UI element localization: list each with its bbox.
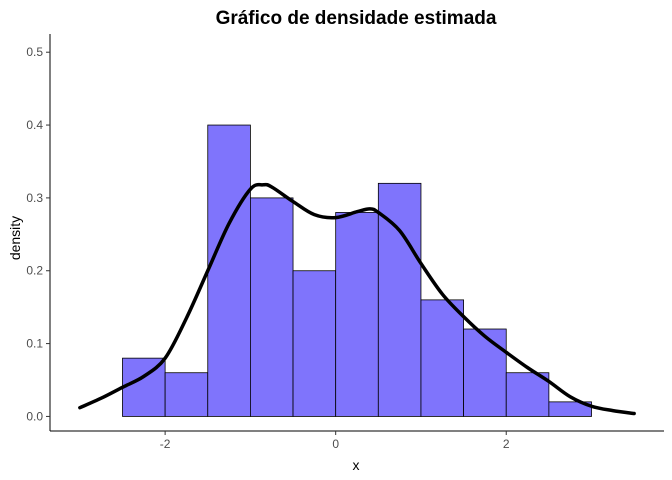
y-tick-label: 0.2 (26, 264, 43, 278)
histogram-bar (335, 212, 379, 417)
histogram-bar (207, 124, 251, 417)
histogram-bar (505, 372, 550, 417)
y-tick-label: 0.3 (26, 191, 43, 205)
histogram-bar (548, 401, 592, 417)
x-axis-ticks: -2 0 2 (160, 431, 510, 451)
y-tick-label: 0.1 (26, 337, 43, 351)
histogram-bar (420, 299, 464, 417)
histogram-bar (250, 197, 294, 417)
histogram-bars (122, 124, 592, 417)
x-tick-label: 2 (503, 437, 510, 451)
y-tick-label: 0.0 (26, 409, 43, 423)
y-axis-ticks: 0.0 0.1 0.2 0.3 0.4 0.5 (26, 45, 50, 423)
x-axis-title: x (353, 457, 360, 473)
histogram-bar (164, 372, 209, 417)
histogram-bar (377, 182, 422, 417)
x-tick-label: -2 (160, 437, 171, 451)
y-axis-title: density (7, 216, 23, 260)
y-tick-label: 0.5 (26, 45, 43, 59)
y-tick-label: 0.4 (26, 118, 43, 132)
chart-title: Gráfico de densidade estimada (216, 8, 497, 29)
x-tick-label: 0 (332, 437, 339, 451)
histogram-bar (463, 328, 507, 417)
histogram-bar (292, 270, 337, 417)
density-curve (78, 182, 636, 416)
